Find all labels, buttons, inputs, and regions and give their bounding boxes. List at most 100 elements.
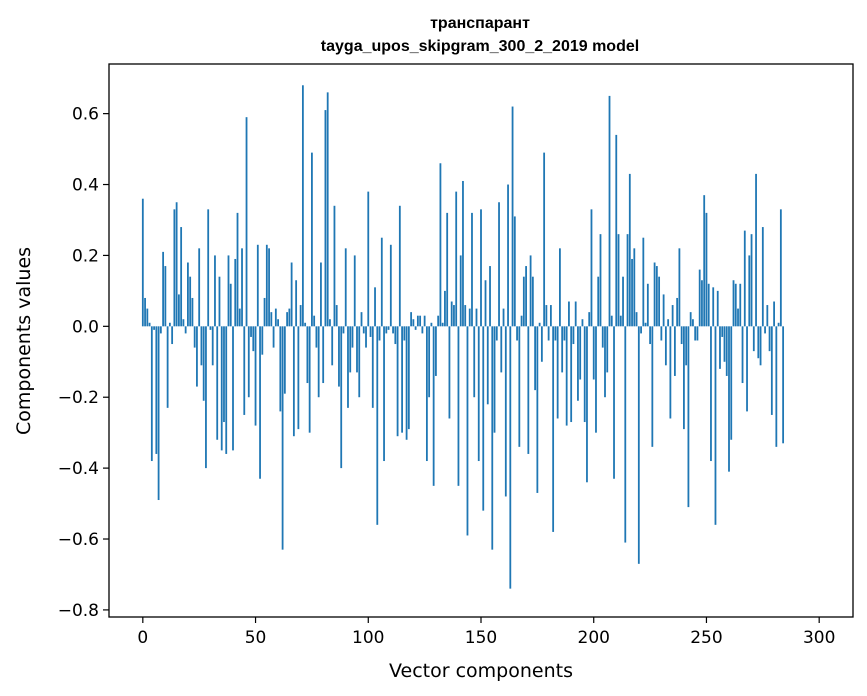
bar-253 (712, 287, 715, 327)
bar-177 (540, 326, 543, 362)
bar-51 (256, 244, 259, 327)
bar-10 (164, 266, 167, 327)
x-axis-label: Vector components (389, 660, 573, 682)
bar-104 (376, 326, 379, 525)
bar-239 (680, 326, 683, 345)
bar-225 (649, 326, 651, 345)
x-tick-label: 150 (465, 628, 497, 648)
bar-179 (545, 305, 548, 327)
bar-82 (326, 92, 329, 327)
bar-107 (383, 326, 385, 462)
bar-241 (685, 326, 688, 366)
bar-41 (234, 258, 237, 327)
bar-29 (207, 209, 210, 327)
bar-273 (757, 326, 760, 359)
bar-39 (229, 283, 232, 327)
bar-245 (694, 326, 697, 341)
bar-217 (631, 258, 633, 327)
bar-129 (432, 326, 435, 486)
bar-167 (518, 326, 521, 447)
bar-194 (579, 326, 582, 380)
bar-166 (516, 326, 518, 341)
bar-180 (547, 326, 550, 341)
bar-103 (374, 287, 376, 327)
bar-132 (439, 163, 442, 327)
bar-0 (141, 198, 144, 327)
bar-250 (705, 212, 708, 327)
bar-113 (396, 326, 399, 437)
bar-23 (193, 326, 196, 348)
bar-19 (184, 326, 187, 334)
bar-32 (214, 255, 216, 327)
bar-33 (216, 326, 219, 440)
bar-134 (444, 290, 446, 327)
bar-50 (254, 326, 257, 426)
bar-222 (642, 237, 645, 327)
bar-174 (534, 326, 537, 391)
bar-94 (353, 255, 356, 327)
bar-12 (168, 322, 171, 327)
bar-183 (554, 326, 557, 341)
bar-127 (428, 326, 431, 398)
bar-116 (403, 326, 406, 341)
bar-131 (437, 315, 440, 327)
bar-75 (311, 152, 313, 327)
bar-31 (211, 326, 214, 366)
bar-268 (746, 326, 748, 412)
bar-140 (457, 326, 460, 486)
bar-278 (768, 326, 771, 352)
bar-190 (570, 326, 573, 423)
bar-221 (640, 326, 642, 334)
y-axis-label: Components values (13, 247, 35, 435)
bar-232 (664, 326, 667, 366)
bar-70 (299, 305, 302, 327)
y-tick-label: 0.4 (72, 176, 99, 196)
x-tick-label: 100 (352, 628, 384, 648)
bar-130 (435, 326, 437, 376)
bar-43 (238, 308, 241, 327)
bar-143 (464, 305, 467, 327)
bar-141 (459, 255, 462, 327)
bar-181 (549, 305, 552, 327)
y-tick-label: −0.6 (58, 530, 99, 550)
bar-189 (568, 301, 570, 327)
bar-49 (252, 326, 255, 352)
bar-146 (471, 212, 473, 327)
bar-246 (696, 326, 699, 341)
bar-266 (741, 326, 744, 384)
bar-15 (175, 202, 178, 327)
bar-203 (599, 234, 602, 327)
bar-149 (477, 326, 480, 462)
bar-64 (286, 312, 289, 327)
bar-206 (606, 326, 609, 373)
bar-251 (707, 283, 710, 327)
bar-79 (320, 262, 322, 327)
bar-188 (565, 326, 568, 426)
bar-136 (448, 326, 451, 419)
bar-161 (504, 326, 507, 497)
bar-1 (144, 297, 146, 327)
bar-212 (619, 315, 622, 327)
bar-282 (777, 322, 780, 327)
bar-115 (401, 326, 403, 433)
chart-title: транспарант (430, 15, 530, 32)
bar-28 (205, 326, 207, 469)
bar-234 (669, 326, 672, 419)
bar-74 (308, 326, 311, 433)
bar-118 (407, 326, 410, 430)
bar-227 (653, 262, 656, 327)
bar-211 (617, 234, 620, 327)
bar-6 (155, 326, 158, 454)
bar-155 (491, 326, 494, 550)
bar-262 (732, 280, 735, 327)
bar-20 (187, 262, 189, 327)
bar-279 (770, 326, 773, 415)
bar-101 (369, 326, 372, 337)
bar-277 (766, 305, 769, 327)
bar-3 (148, 322, 151, 327)
bar-56 (268, 248, 270, 327)
bar-150 (480, 209, 482, 327)
bar-284 (782, 326, 785, 444)
bar-2 (146, 308, 149, 327)
